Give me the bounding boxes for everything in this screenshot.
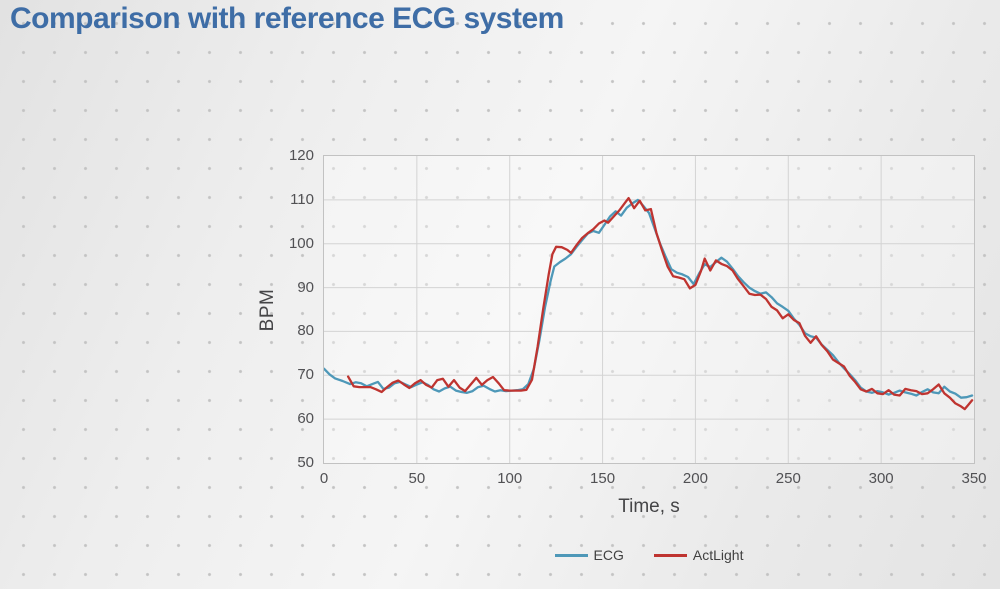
y-tick-label: 70 [297, 366, 314, 384]
legend: ECG ActLight [324, 547, 974, 563]
x-tick-label: 300 [868, 470, 894, 487]
y-tick-label: 50 [297, 454, 314, 471]
legend-swatch-ecg [554, 553, 588, 557]
x-tick-label: 0 [319, 470, 329, 487]
plot-area: BPM Time, s ECG ActLight 50 60 70 80 90 100 110… [257, 147, 987, 563]
ecg-line [324, 198, 974, 399]
x-axis-label: Time, s [618, 496, 680, 517]
x-tick-label: 250 [775, 470, 801, 487]
y-tick-label: 80 [297, 322, 314, 340]
y-tick-label: 60 [297, 410, 314, 428]
x-tick-label: 50 [408, 470, 426, 487]
legend-item-ecg: ECG [554, 547, 624, 563]
x-tick-label: 350 [961, 470, 987, 487]
x-tick-label: 150 [590, 470, 616, 487]
y-tick-label: 120 [288, 147, 314, 164]
legend-swatch-actlight [653, 553, 687, 557]
y-tick-label: 100 [288, 234, 314, 252]
actlight-line [346, 196, 974, 411]
legend-label: ECG [593, 547, 624, 563]
slide-title: Comparison with reference ECG system [10, 2, 564, 35]
legend-item-actlight: ActLight [653, 547, 744, 563]
x-tick-label: 200 [682, 470, 708, 487]
y-tick-label: 110 [290, 190, 314, 208]
legend-label: ActLight [692, 547, 744, 563]
y-tick-label: 90 [297, 278, 314, 296]
chart-canvas [324, 156, 974, 463]
x-tick-label: 100 [497, 470, 523, 487]
